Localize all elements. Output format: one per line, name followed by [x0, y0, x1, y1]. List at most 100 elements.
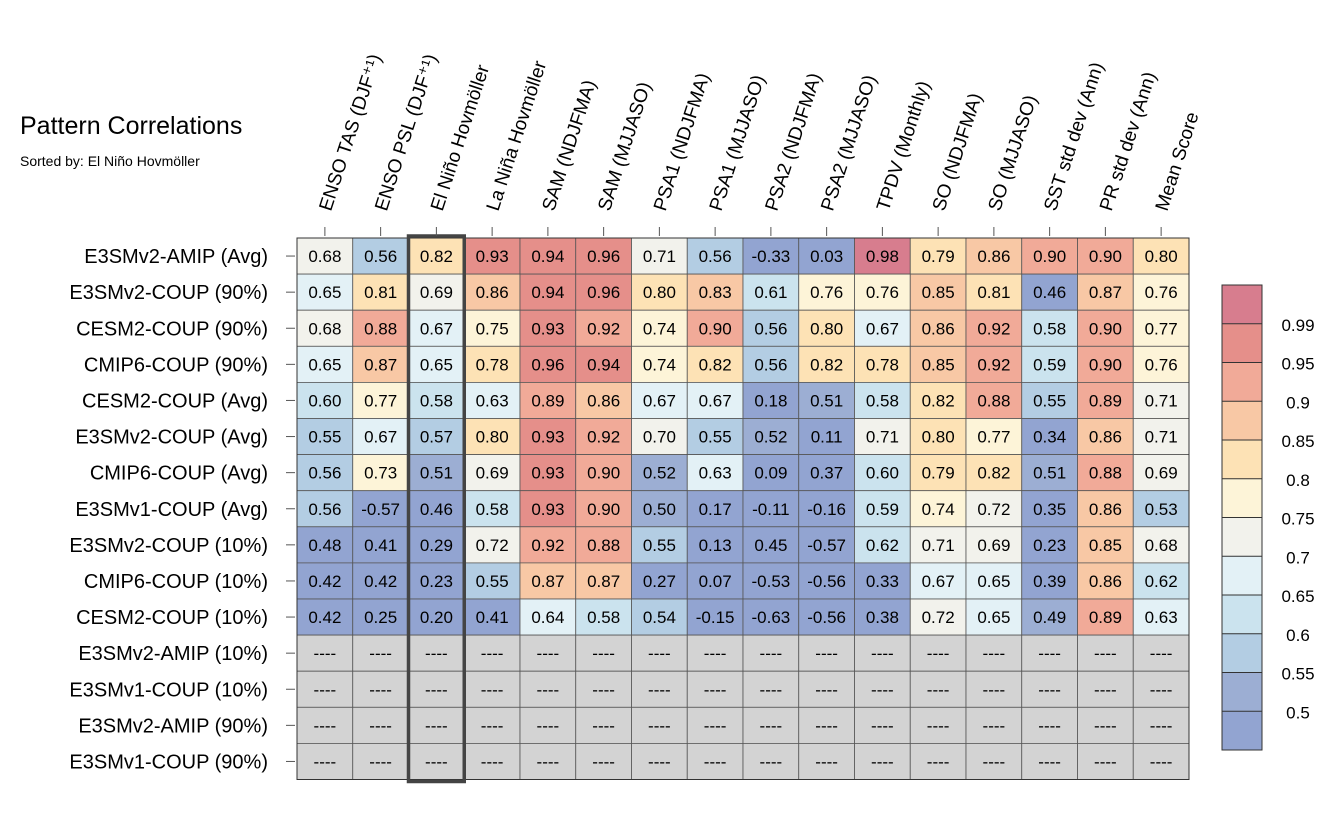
cell-value: 0.55	[476, 572, 509, 591]
cell-value: 0.33	[866, 572, 899, 591]
heatmap-cell	[742, 634, 800, 672]
cell-value: ----	[1038, 644, 1061, 663]
row-label: E3SMv1-COUP (10%)	[69, 679, 268, 701]
heatmap-cell	[463, 706, 521, 744]
heatmap-cell	[1021, 490, 1078, 528]
cell-value: 0.90	[699, 319, 732, 338]
cell-value: 0.67	[420, 319, 453, 338]
cell-value: ----	[314, 752, 337, 771]
cell-value: -0.33	[752, 247, 791, 266]
cell-value: ----	[927, 680, 950, 699]
cell-value: ----	[592, 716, 615, 735]
cell-value: 0.82	[810, 355, 843, 374]
heatmap-cell	[1021, 526, 1078, 564]
cell-value: 0.85	[922, 355, 955, 374]
heatmap-cell	[575, 454, 632, 492]
cell-value: 0.86	[587, 391, 620, 410]
cell-value: 0.63	[476, 391, 509, 410]
cell-value: 0.71	[1145, 428, 1178, 447]
colorbar-swatch	[1222, 711, 1262, 750]
cell-value: ----	[425, 716, 448, 735]
cell-value: ----	[1150, 752, 1173, 771]
heatmap-cell	[854, 706, 911, 744]
cell-value: 0.55	[308, 428, 341, 447]
heatmap-cell	[519, 418, 577, 455]
heatmap-cell	[575, 743, 632, 780]
cell-value: 0.45	[754, 536, 787, 555]
heatmap-cell	[575, 273, 632, 311]
heatmap-cell	[1132, 273, 1190, 311]
cell-value: 0.90	[1033, 247, 1066, 266]
heatmap-cell	[1021, 634, 1078, 672]
cell-value: 0.51	[420, 464, 453, 483]
cell-value: 0.88	[977, 391, 1010, 410]
heatmap-cell	[909, 706, 967, 744]
cell-value: 0.23	[420, 572, 453, 591]
colorbar-border	[1221, 284, 1263, 751]
cell-value: 0.42	[308, 572, 341, 591]
colorbar-swatch	[1222, 672, 1262, 712]
heatmap-cell	[463, 743, 521, 780]
heatmap-cell	[463, 490, 521, 528]
heatmap-cell	[965, 562, 1023, 600]
cell-value: ----	[537, 752, 560, 771]
heatmap-cell	[854, 381, 911, 419]
cell-value: ----	[369, 680, 392, 699]
cell-value: ----	[648, 716, 671, 735]
heatmap-cell	[463, 381, 521, 419]
cell-value: 0.80	[922, 428, 955, 447]
cell-value: ----	[592, 680, 615, 699]
cell-value: 0.54	[643, 608, 676, 627]
cell-value: 0.74	[922, 500, 955, 519]
cell-value: 0.71	[922, 536, 955, 555]
cell-value: 0.60	[866, 464, 899, 483]
heatmap-cell	[686, 706, 744, 744]
heatmap-cell	[798, 598, 855, 636]
cell-value: -0.56	[807, 608, 846, 627]
heatmap-cell	[1021, 743, 1078, 780]
column-label: PSA1 (MJJASO)	[706, 72, 770, 213]
column-label: ENSO TAS (DJF⁺¹)	[316, 52, 386, 214]
cell-value: ----	[537, 716, 560, 735]
cell-value: 0.80	[1145, 247, 1178, 266]
cell-value: 0.82	[699, 355, 732, 374]
heatmap-cell	[854, 743, 911, 780]
cell-value: 0.78	[476, 355, 509, 374]
cell-value: 0.82	[922, 391, 955, 410]
heatmap-cell	[408, 706, 465, 744]
cell-value: 0.90	[1089, 319, 1122, 338]
cell-value: ----	[425, 644, 448, 663]
colorbar-swatch	[1222, 440, 1262, 479]
colorbar-label: 0.9	[1286, 393, 1310, 412]
cell-value: -0.56	[807, 572, 846, 591]
heatmap-cell	[575, 381, 632, 419]
cell-value: 0.76	[1145, 355, 1178, 374]
heatmap-cell	[296, 273, 354, 311]
heatmap-cell	[1132, 309, 1190, 347]
colorbar-label: 0.95	[1281, 355, 1314, 374]
cell-value: 0.85	[1089, 536, 1122, 555]
heatmap-cell	[854, 454, 911, 492]
cell-value: 0.57	[420, 428, 453, 447]
heatmap-cell	[965, 418, 1023, 455]
cell-value: 0.89	[1089, 608, 1122, 627]
heatmap-cell	[686, 454, 744, 492]
row-label: CMIP6-COUP (Avg)	[90, 463, 268, 485]
heatmap-cell	[352, 454, 409, 492]
cell-value: 0.58	[866, 391, 899, 410]
cell-value: ----	[760, 752, 783, 771]
heatmap-cell	[408, 490, 465, 528]
row-label: E3SMv1-COUP (Avg)	[75, 499, 268, 521]
colorbar-label: 0.8	[1286, 471, 1310, 490]
column-label: PSA2 (NDJFMA)	[762, 71, 826, 214]
cell-value: 0.74	[643, 355, 676, 374]
heatmap-cell	[631, 418, 688, 455]
heatmap-cell	[1021, 345, 1078, 383]
cell-value: 0.86	[977, 247, 1010, 266]
cell-value: 0.67	[866, 319, 899, 338]
heatmap-cell	[296, 526, 354, 564]
heatmap-cell	[575, 598, 632, 636]
cell-value: 0.96	[531, 355, 564, 374]
cell-value: ----	[481, 644, 504, 663]
row-label: CMIP6-COUP (90%)	[84, 354, 268, 376]
